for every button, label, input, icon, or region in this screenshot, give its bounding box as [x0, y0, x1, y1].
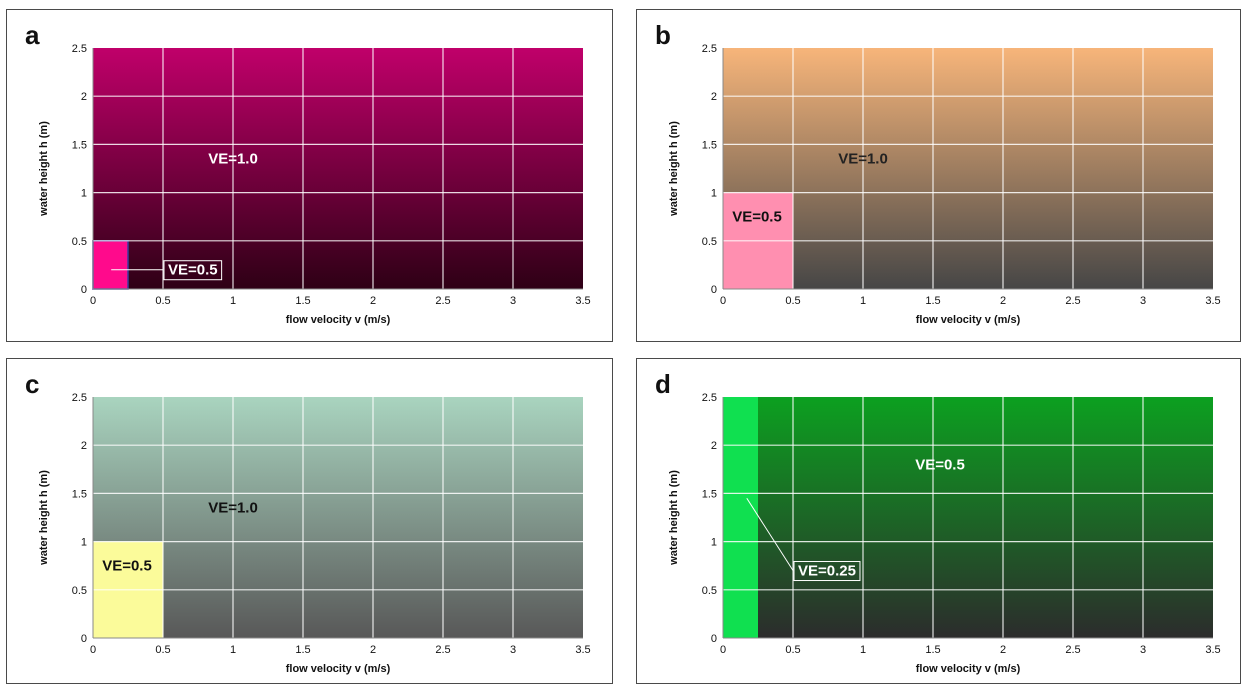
background-ve-label: VE=1.0	[208, 151, 258, 168]
x-tick-label: 0.5	[155, 295, 170, 307]
region-rect	[92, 240, 129, 290]
y-axis-label: water height h (m)	[668, 121, 680, 217]
x-tick-label: 1.5	[925, 644, 940, 656]
panel-label: c	[25, 369, 39, 399]
x-tick-label: 0	[720, 295, 726, 307]
x-tick-label: 1.5	[295, 644, 310, 656]
y-tick-label: 0	[81, 633, 87, 645]
x-tick-label: 3	[510, 295, 516, 307]
chart-panel-b: 0 0.5 1 1.5 2 2.5 3 3.5 0 0.5 1 1.5 2 2.5 flow velocit…	[636, 9, 1241, 342]
x-tick-label: 3.5	[1205, 644, 1220, 656]
chart-svg-c: 0 0.5 1 1.5 2 2.5 3 3.5 0 0.5 1 1.5 2 2.5 flow velocit…	[25, 369, 591, 675]
y-tick-label: 2	[81, 91, 87, 103]
y-tick-label: 1	[81, 537, 87, 549]
x-tick-label: 2.5	[435, 295, 450, 307]
y-tick-label: 0.5	[702, 236, 717, 248]
y-tick-label: 0.5	[702, 585, 717, 597]
plot-background	[723, 48, 1213, 289]
y-tick-label: 2	[81, 440, 87, 452]
x-axis-label: flow velocity v (m/s)	[916, 663, 1021, 675]
y-axis-label: water height h (m)	[668, 470, 680, 566]
region-ve-label: VE=0.5	[168, 262, 218, 279]
x-axis-label: flow velocity v (m/s)	[286, 663, 391, 675]
y-tick-label: 2.5	[72, 392, 87, 404]
y-tick-label: 2.5	[702, 43, 717, 55]
chart-svg-a: 0 0.5 1 1.5 2 2.5 3 3.5 0 0.5 1 1.5 2 2.5 flow velocit…	[25, 20, 591, 326]
chart-panel-a: 0 0.5 1 1.5 2 2.5 3 3.5 0 0.5 1 1.5 2 2.5 flow velocit…	[6, 9, 613, 342]
region-label-box	[793, 561, 861, 582]
x-tick-label: 2.5	[435, 644, 450, 656]
y-tick-label: 0	[711, 633, 717, 645]
x-tick-label: 2.5	[1065, 644, 1080, 656]
x-tick-label: 1	[230, 295, 236, 307]
x-tick-label: 1	[860, 644, 866, 656]
x-tick-label: 2	[370, 295, 376, 307]
background-ve-label: VE=0.5	[915, 456, 965, 473]
region-leader-line	[746, 497, 794, 571]
x-tick-label: 2	[1000, 295, 1006, 307]
y-tick-label: 2	[711, 91, 717, 103]
plot-background	[723, 397, 1213, 638]
chart-svg-d: 0 0.5 1 1.5 2 2.5 3 3.5 0 0.5 1 1.5 2 2.5 flow velocit…	[655, 369, 1221, 675]
x-tick-label: 3.5	[575, 295, 590, 307]
y-tick-label: 2	[711, 440, 717, 452]
x-tick-label: 0	[90, 295, 96, 307]
y-tick-label: 1	[711, 188, 717, 200]
x-tick-label: 0.5	[155, 644, 170, 656]
x-tick-label: 3.5	[575, 644, 590, 656]
x-tick-label: 2	[1000, 644, 1006, 656]
y-tick-label: 2.5	[72, 43, 87, 55]
y-tick-label: 0	[81, 284, 87, 296]
y-tick-label: 0.5	[72, 236, 87, 248]
panel-label: d	[655, 369, 671, 399]
y-tick-label: 1	[81, 188, 87, 200]
region-rect	[723, 397, 758, 638]
x-tick-label: 1.5	[295, 295, 310, 307]
x-tick-label: 3	[510, 644, 516, 656]
region-ve-label: VE=0.5	[102, 558, 152, 575]
panel-label: a	[25, 20, 40, 50]
x-tick-label: 2	[370, 644, 376, 656]
x-tick-label: 3	[1140, 295, 1146, 307]
background-ve-label: VE=1.0	[838, 151, 888, 168]
x-tick-label: 2.5	[1065, 295, 1080, 307]
chart-panel-c: 0 0.5 1 1.5 2 2.5 3 3.5 0 0.5 1 1.5 2 2.5 flow velocit…	[6, 358, 613, 684]
region-ve-label: VE=0.25	[798, 563, 856, 580]
chart-svg-b: 0 0.5 1 1.5 2 2.5 3 3.5 0 0.5 1 1.5 2 2.5 flow velocit…	[655, 20, 1221, 326]
background-ve-label: VE=1.0	[208, 500, 258, 517]
x-axis-label: flow velocity v (m/s)	[286, 314, 391, 326]
y-axis-label: water height h (m)	[38, 121, 50, 217]
x-tick-label: 0.5	[785, 644, 800, 656]
y-axis-label: water height h (m)	[38, 470, 50, 566]
x-tick-label: 1	[230, 644, 236, 656]
x-tick-label: 3	[1140, 644, 1146, 656]
chart-panel-d: 0 0.5 1 1.5 2 2.5 3 3.5 0 0.5 1 1.5 2 2.5 flow velocit…	[636, 358, 1241, 684]
y-tick-label: 1.5	[702, 488, 717, 500]
y-tick-label: 1.5	[72, 488, 87, 500]
region-ve-label: VE=0.5	[732, 209, 782, 226]
x-tick-label: 0	[90, 644, 96, 656]
y-tick-label: 2.5	[702, 392, 717, 404]
x-tick-label: 3.5	[1205, 295, 1220, 307]
x-tick-label: 1	[860, 295, 866, 307]
x-axis-label: flow velocity v (m/s)	[916, 314, 1021, 326]
y-tick-label: 1	[711, 537, 717, 549]
x-tick-label: 0.5	[785, 295, 800, 307]
panel-label: b	[655, 20, 671, 50]
region-label-box	[163, 260, 223, 281]
y-tick-label: 1.5	[702, 139, 717, 151]
y-tick-label: 0	[711, 284, 717, 296]
plot-background	[93, 48, 583, 289]
plot-background	[93, 397, 583, 638]
y-tick-label: 1.5	[72, 139, 87, 151]
x-tick-label: 0	[720, 644, 726, 656]
y-tick-label: 0.5	[72, 585, 87, 597]
x-tick-label: 1.5	[925, 295, 940, 307]
